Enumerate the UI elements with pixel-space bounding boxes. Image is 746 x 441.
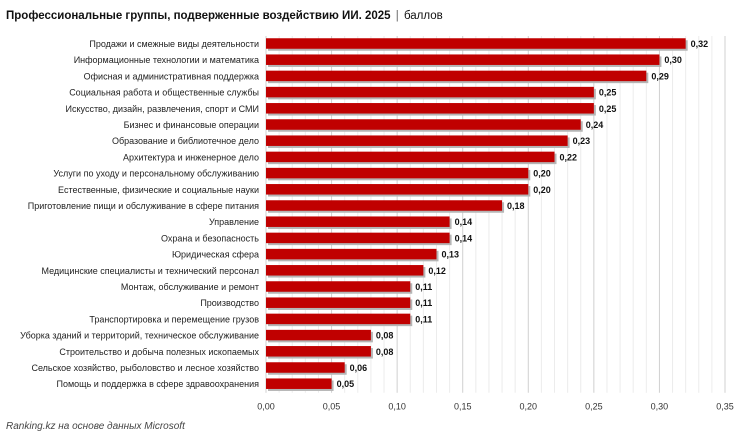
bar [266, 362, 345, 373]
bar [266, 151, 555, 163]
category-label: Искусство, дизайн, развлечения, спорт и … [66, 104, 259, 114]
category-label: Архитектура и инженерное дело [123, 152, 259, 162]
value-label: 0,22 [560, 152, 578, 162]
value-label: 0,11 [415, 298, 432, 308]
bar [266, 119, 581, 130]
category-label: Производство [200, 298, 259, 308]
chart-title-text: Профессиональные группы, подверженные во… [6, 10, 391, 22]
bar [266, 38, 686, 49]
category-label: Уборка зданий и территорий, техническое … [20, 331, 259, 341]
category-label: Приготовление пищи и обслуживание в сфер… [28, 201, 259, 211]
x-tick-label: 0,05 [323, 402, 341, 412]
category-label: Социальная работа и общественные службы [69, 88, 259, 98]
value-label: 0,11 [415, 282, 432, 292]
category-label: Юридическая сфера [172, 250, 259, 260]
x-tick-label: 0,30 [651, 402, 669, 412]
value-label: 0,18 [507, 201, 525, 211]
bar [266, 313, 411, 325]
bar [266, 200, 503, 211]
value-label: 0,14 [455, 233, 473, 243]
value-label: 0,29 [651, 71, 669, 81]
bar [266, 232, 450, 244]
category-label: Продажи и смежные виды деятельности [89, 39, 259, 49]
x-tick-label: 0,20 [520, 402, 538, 412]
category-label: Образование и библиотечное дело [112, 136, 259, 146]
value-label: 0,23 [573, 136, 591, 146]
category-label: Управление [209, 217, 259, 227]
category-label: Сельское хозяйство, рыболовство и лесное… [31, 363, 259, 373]
x-tick-label: 0,35 [716, 402, 734, 412]
value-label: 0,25 [599, 104, 617, 114]
category-label: Охрана и безопасность [161, 233, 259, 243]
x-tick-label: 0,00 [257, 402, 275, 412]
bar [266, 329, 371, 341]
category-label: Бизнес и финансовые операции [124, 120, 259, 130]
bar [266, 70, 647, 82]
chart-title: Профессиональные группы, подверженные во… [6, 10, 443, 22]
category-label: Строительство и добыча полезных ископаем… [59, 347, 259, 357]
title-separator: | [395, 10, 399, 22]
category-label: Транспортировка и перемещение грузов [89, 314, 259, 324]
value-label: 0,20 [533, 169, 551, 179]
category-label: Помощь и поддержка в сфере здравоохранен… [57, 379, 260, 389]
value-label: 0,08 [376, 347, 394, 357]
category-label: Естественные, физические и социальные на… [58, 185, 259, 195]
category-label: Информационные технологии и математика [74, 55, 259, 65]
bar [266, 281, 411, 292]
bar [266, 378, 332, 389]
category-label: Офисная и административная поддержка [84, 71, 259, 81]
value-label: 0,14 [455, 217, 473, 227]
bar [266, 54, 660, 65]
value-label: 0,32 [691, 39, 709, 49]
category-label: Монтаж, обслуживание и ремонт [121, 282, 259, 292]
value-label: 0,06 [350, 363, 368, 373]
value-label: 0,13 [441, 250, 459, 260]
bar [266, 103, 594, 114]
value-label: 0,30 [664, 55, 682, 65]
bar [266, 167, 529, 179]
value-label: 0,12 [428, 266, 446, 276]
chart-unit: баллов [403, 10, 443, 22]
value-label: 0,05 [337, 379, 355, 389]
value-label: 0,08 [376, 331, 394, 341]
bar [266, 184, 529, 195]
x-tick-label: 0,15 [454, 402, 472, 412]
bar [266, 265, 424, 276]
value-label: 0,20 [533, 185, 551, 195]
bar [266, 135, 568, 146]
bar [266, 86, 594, 98]
bar [266, 297, 411, 308]
category-label: Медицинские специалисты и технический пе… [41, 266, 259, 276]
bar [266, 346, 371, 357]
category-label: Услуги по уходу и персональному обслужив… [53, 169, 259, 179]
source-note: Ranking.kz на основе данных Microsoft [6, 421, 185, 432]
bar [266, 248, 437, 260]
value-label: 0,25 [599, 88, 617, 98]
x-tick-label: 0,25 [585, 402, 603, 412]
x-tick-label: 0,10 [388, 402, 406, 412]
value-label: 0,11 [415, 314, 432, 324]
value-label: 0,24 [586, 120, 604, 130]
bar [266, 216, 450, 227]
